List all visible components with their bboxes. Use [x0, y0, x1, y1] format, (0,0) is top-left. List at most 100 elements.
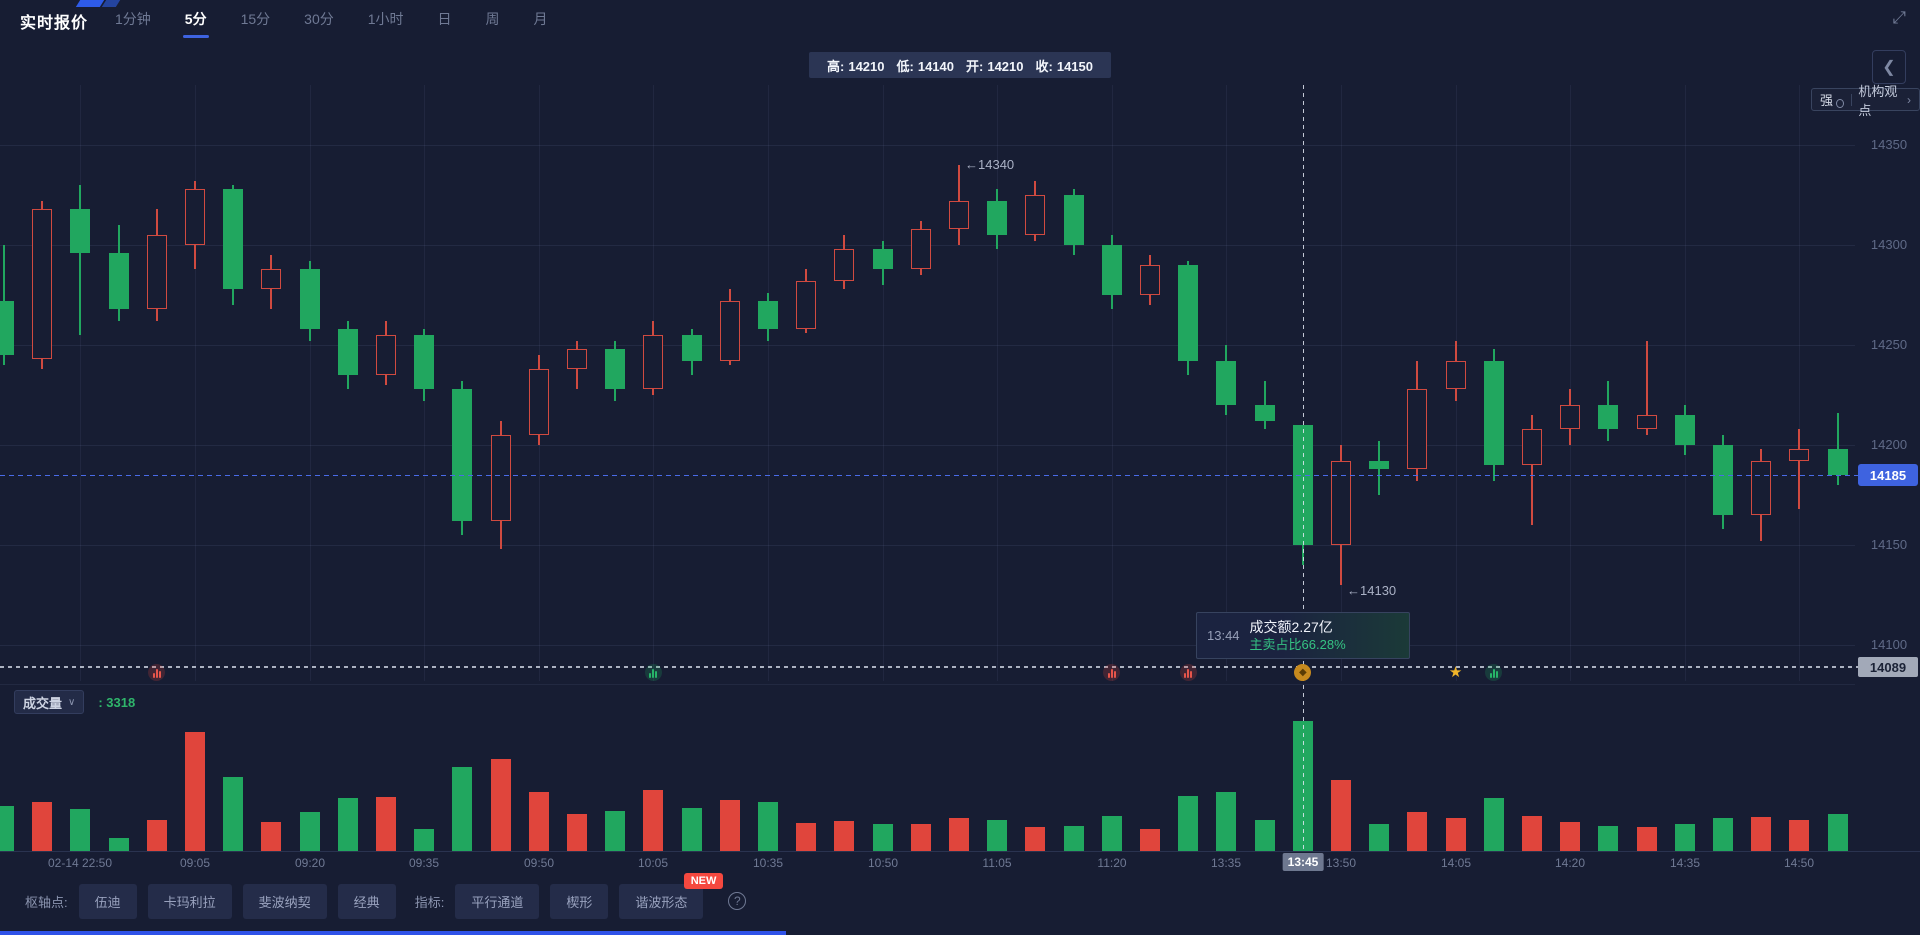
crosshair-vertical-line	[1303, 85, 1304, 851]
volume-indicator-dropdown[interactable]: 成交量 ∨	[14, 690, 85, 714]
candle-body	[1216, 361, 1237, 405]
volume-bar	[1483, 798, 1504, 851]
tab-interval-1[interactable]: 5分	[183, 0, 209, 38]
tooltip-turnover: 成交额2.27亿	[1249, 618, 1333, 635]
candle-body	[490, 435, 511, 521]
chevron-right-icon: ›	[1907, 92, 1911, 107]
candle-body	[834, 249, 855, 281]
price-tick-label: 14200	[1870, 437, 1908, 452]
pivot-button-0[interactable]: 伍迪	[78, 883, 137, 919]
volume-bar	[108, 838, 129, 851]
tab-interval-3[interactable]: 30分	[304, 11, 334, 27]
volume-bar	[949, 818, 969, 851]
candle-body	[567, 349, 587, 369]
volume-bar	[1178, 796, 1199, 851]
ohlc-value: 14210	[848, 58, 885, 74]
gridline-vertical	[1799, 85, 1800, 681]
tab-interval-7[interactable]: 月	[533, 11, 548, 27]
gridline-vertical	[1112, 85, 1113, 681]
tab-interval-6[interactable]: 周	[485, 11, 500, 27]
gridline-horizontal	[0, 345, 1855, 346]
help-icon[interactable]: ?	[728, 892, 747, 910]
current-price-badge: 14185	[1858, 464, 1918, 486]
expand-icon[interactable]: ⤢	[1892, 8, 1906, 27]
pivot-buttons: 伍迪 卡玛利拉 斐波纳契 经典	[78, 883, 396, 919]
gold-star-icon[interactable]: ★	[1448, 664, 1463, 681]
volume-bar	[1254, 820, 1275, 851]
gridline-horizontal	[0, 645, 1855, 646]
x-axis-label: 11:20	[1097, 856, 1127, 870]
page-title: 实时报价	[20, 15, 89, 32]
ohlc-value: 14210	[987, 58, 1024, 74]
candle-body	[872, 249, 893, 269]
x-axis-label: 14:20	[1554, 856, 1586, 870]
time-axis-line	[0, 851, 1920, 852]
candle-wick	[1798, 429, 1801, 509]
candle-body	[796, 281, 817, 329]
candle-body	[719, 301, 740, 361]
volume-bar	[643, 790, 664, 851]
collapse-panel-button[interactable]: ❮	[1872, 50, 1906, 84]
tab-interval-5[interactable]: 日	[437, 11, 452, 27]
gold-event-icon[interactable]: ◆	[1294, 663, 1312, 681]
chevron-left-icon: ❮	[1882, 59, 1896, 76]
volume-bar	[1674, 824, 1695, 851]
header: 实时报价 1分钟 5分 15分 30分 1小时 日 周 月 ⤢	[0, 0, 1920, 38]
gridline-vertical	[768, 85, 769, 681]
indicator-button-0[interactable]: 平行通道	[455, 883, 540, 919]
new-badge: NEW	[683, 872, 724, 889]
pivot-button-3[interactable]: 经典	[337, 883, 396, 919]
candle-body	[1674, 415, 1695, 445]
gridline-vertical	[80, 85, 81, 681]
x-axis-label: 10:35	[752, 856, 784, 870]
volume-bar	[872, 824, 893, 851]
candle-body	[337, 329, 358, 375]
ohlc-item: 收: 14150	[1035, 58, 1094, 74]
x-axis-label: 02-14 22:50	[47, 856, 113, 870]
volume-bar	[1827, 814, 1848, 851]
pivot-button-2[interactable]: 斐波纳契	[242, 883, 327, 919]
volume-red-icon[interactable]	[1103, 663, 1121, 681]
volume-bar	[1331, 780, 1351, 851]
volume-bar	[1369, 824, 1390, 851]
candle-body	[1369, 461, 1390, 469]
tab-interval-0[interactable]: 1分钟	[115, 11, 151, 27]
volume-bar	[796, 823, 817, 851]
ohlc-item: 低: 14140	[896, 58, 955, 74]
volume-bar	[32, 802, 53, 851]
gridline-vertical	[310, 85, 311, 681]
volume-bar	[528, 792, 549, 851]
candle-body	[1292, 425, 1313, 545]
gridline-horizontal	[0, 145, 1855, 146]
candle-body	[681, 335, 702, 361]
candle-body	[146, 235, 167, 309]
tab-interval-4[interactable]: 1小时	[367, 11, 404, 27]
reference-price-badge: 14089	[1858, 657, 1918, 677]
candle-body	[528, 369, 549, 435]
pane-separator	[0, 684, 1855, 685]
volume-bar	[223, 777, 244, 851]
candle-body	[949, 201, 969, 229]
volume-bar	[1025, 827, 1046, 851]
x-axis-label: 14:50	[1783, 856, 1815, 870]
indicator-buttons: 平行通道 楔形 谐波形态 NEW	[455, 872, 724, 919]
x-axis-label: 09:35	[408, 856, 440, 870]
x-axis-label: 11:05	[982, 856, 1012, 870]
x-axis-label: 09:20	[294, 856, 326, 870]
x-axis-label: 10:50	[867, 856, 899, 870]
volume-bar	[1445, 818, 1466, 851]
volume-green-icon[interactable]	[644, 663, 662, 681]
candle-body	[223, 189, 244, 289]
pivot-button-1[interactable]: 卡玛利拉	[147, 883, 232, 919]
volume-red-icon[interactable]	[148, 663, 166, 681]
volume-green-icon[interactable]	[1485, 663, 1503, 681]
tab-interval-2[interactable]: 15分	[240, 11, 271, 27]
x-axis-label: 13:35	[1210, 856, 1242, 870]
x-axis-label: 13:50	[1325, 856, 1357, 870]
gridline-vertical	[1341, 85, 1342, 681]
indicator-button-2[interactable]: 谐波形态 NEW	[619, 872, 724, 919]
indicator-button-1[interactable]: 楔形	[550, 883, 609, 919]
gridline-vertical	[1685, 85, 1686, 681]
volume-red-icon[interactable]	[1179, 663, 1197, 681]
